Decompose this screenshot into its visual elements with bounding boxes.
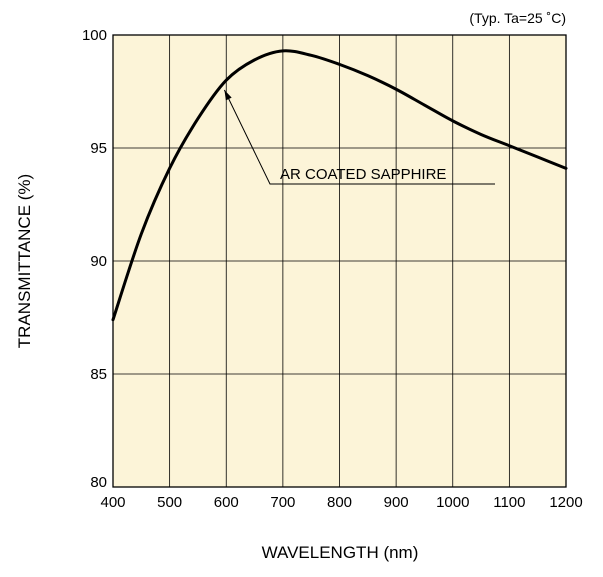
series-line-ar-coated-sapphire	[111, 49, 568, 322]
annotation: AR COATED SAPPHIRE	[223, 89, 495, 185]
y-tick-label-85: 85	[90, 366, 107, 383]
x-tick-label-500: 500	[157, 494, 182, 511]
y-tick-label-90: 90	[90, 253, 107, 270]
annotation-leader-line	[223, 89, 495, 185]
x-tick-label-900: 900	[384, 494, 409, 511]
x-tick-label-600: 600	[214, 494, 239, 511]
x-tick-label-1000: 1000	[436, 494, 469, 511]
grid-lines	[113, 35, 566, 487]
annotation-label: AR COATED SAPPHIRE	[280, 166, 446, 183]
y-tick-label-95: 95	[90, 140, 107, 157]
condition-note: (Typ. Ta=25 ˚C)	[469, 10, 566, 26]
x-axis-title: WAVELENGTH (nm)	[262, 543, 419, 562]
x-tick-labels: 400 500 600 700 800 900 1000 1100 1200	[100, 494, 582, 511]
y-tick-label-80: 80	[90, 474, 107, 491]
x-tick-label-1200: 1200	[549, 494, 582, 511]
x-tick-label-800: 800	[327, 494, 352, 511]
y-axis-title: TRANSMITTANCE (%)	[15, 174, 34, 348]
annotation-arrow-head	[224, 89, 232, 101]
x-tick-label-700: 700	[270, 494, 295, 511]
y-tick-labels: 80 85 90 95 100	[82, 27, 107, 491]
x-tick-label-1100: 1100	[493, 494, 525, 511]
plot-border	[112, 34, 567, 488]
y-tick-label-100: 100	[82, 27, 107, 44]
x-tick-label-400: 400	[100, 494, 125, 511]
